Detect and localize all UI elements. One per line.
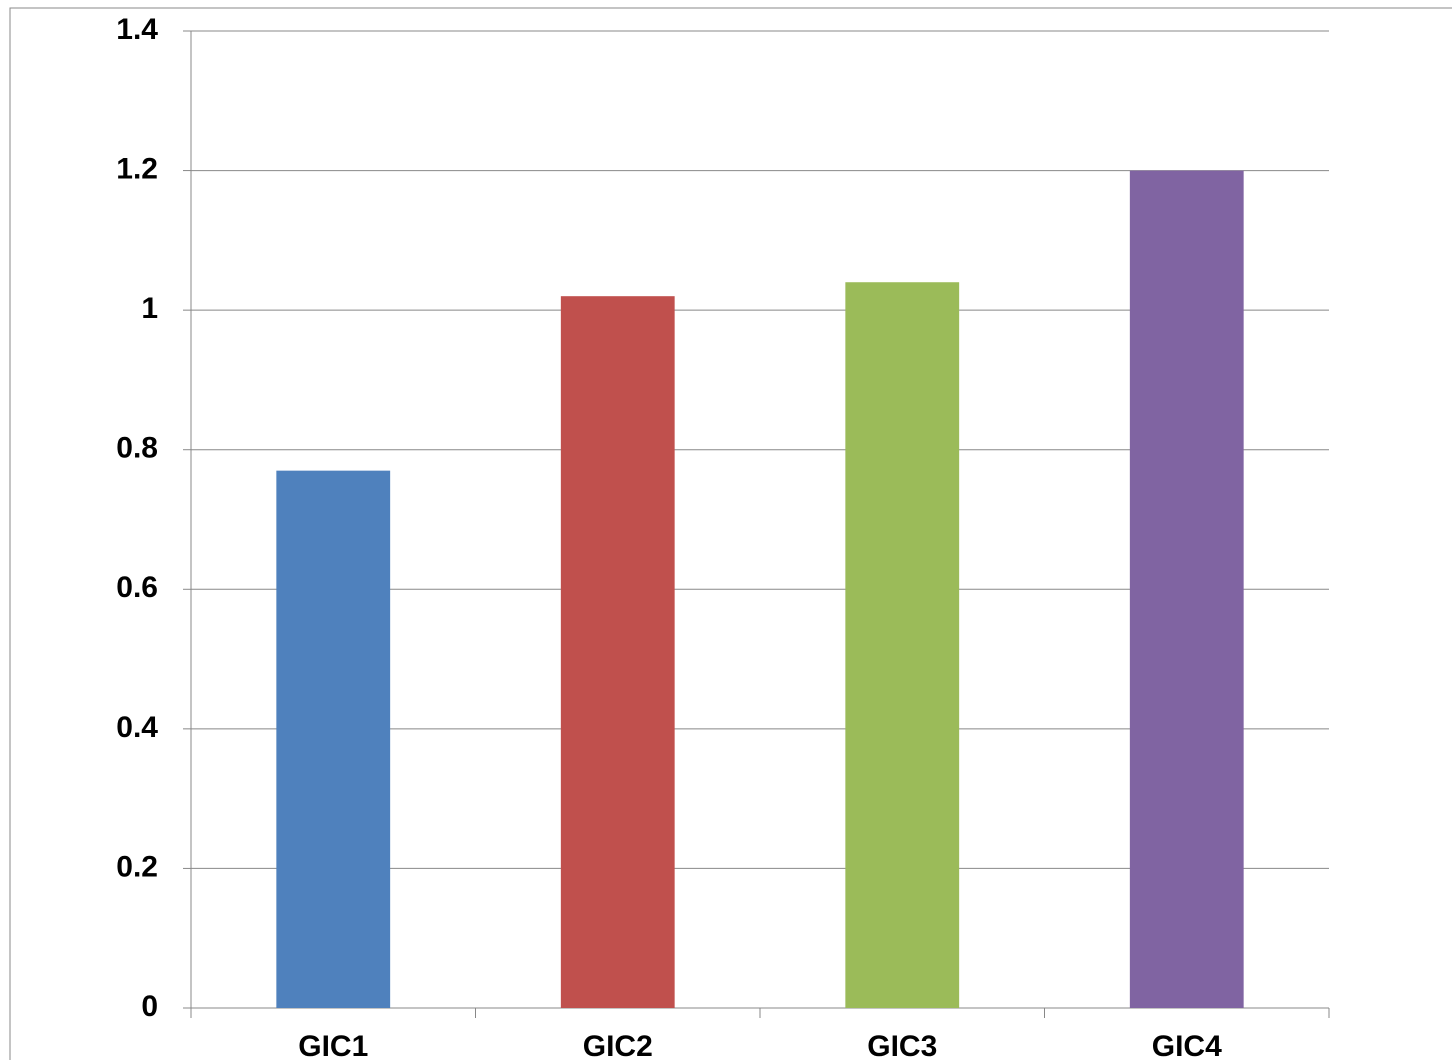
y-tick-label: 0.6	[116, 571, 158, 604]
bar	[560, 296, 675, 1009]
chart-frame	[9, 7, 1452, 1060]
bar	[276, 470, 391, 1008]
bar	[1129, 170, 1244, 1009]
y-tick-label: 0.2	[116, 850, 158, 883]
x-tick-label: GIC3	[867, 1030, 937, 1060]
x-tick-label: GIC2	[583, 1030, 653, 1060]
y-tick-label: 1.2	[116, 152, 158, 185]
y-tick-label: 0	[141, 990, 158, 1023]
bar	[845, 282, 960, 1008]
x-tick-label: GIC4	[1152, 1030, 1222, 1060]
y-tick-label: 0.8	[116, 432, 158, 465]
y-tick-label: 1.4	[116, 13, 158, 46]
y-tick-label: 1	[141, 292, 158, 325]
y-tick-label: 0.4	[116, 711, 158, 744]
x-tick-label: GIC1	[298, 1030, 368, 1060]
